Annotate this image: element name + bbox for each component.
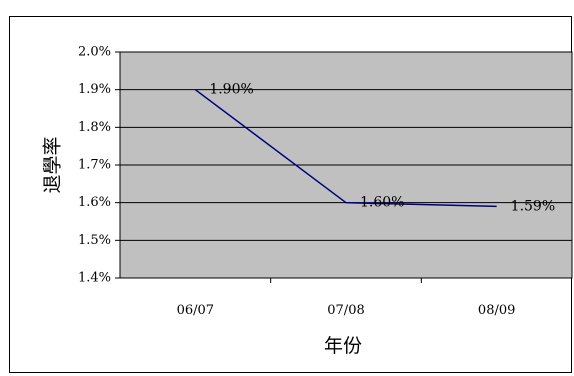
x-axis-title: 年份: [324, 335, 362, 357]
x-tick-label: 06/07: [177, 303, 214, 318]
series-line: [194, 89, 497, 208]
y-tick-label: 2.0%: [78, 45, 111, 60]
y-tick-label: 1.9%: [78, 82, 111, 97]
y-tick-label: 1.4%: [78, 271, 111, 286]
data-label: 1.60%: [360, 195, 404, 211]
y-axis-title: 退學率: [42, 136, 64, 193]
y-axis: 1.4% 1.5% 1.6% 1.7% 1.8% 1.9% 2.0%: [78, 45, 120, 286]
x-axis: 06/07 07/08 08/09: [177, 278, 515, 318]
y-tick-label: 1.8%: [78, 120, 111, 135]
y-tick-label: 1.7%: [78, 158, 111, 173]
data-label: 1.90%: [209, 82, 253, 98]
y-tick-label: 1.6%: [78, 195, 111, 210]
y-tick-label: 1.5%: [78, 233, 111, 248]
data-labels: 1.90% 1.60% 1.59%: [209, 82, 555, 215]
x-tick-label: 07/08: [327, 303, 364, 318]
x-tick-label: 08/09: [478, 303, 515, 318]
data-label: 1.59%: [511, 198, 555, 214]
